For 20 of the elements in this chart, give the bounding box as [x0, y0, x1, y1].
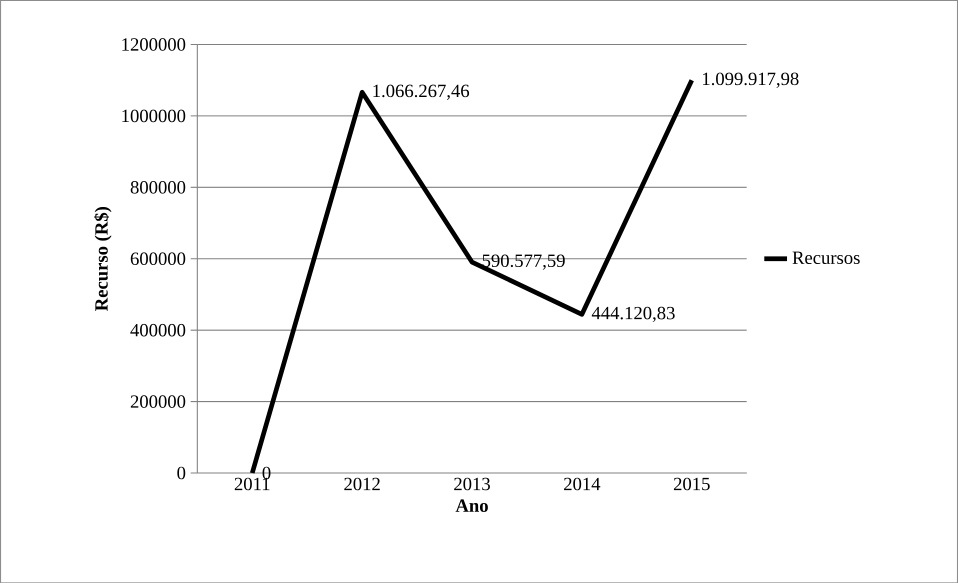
- data-label: 590.577,59: [482, 254, 565, 270]
- x-tick-label: 2012: [344, 477, 380, 490]
- legend-label: Recursos: [792, 251, 860, 264]
- x-tick-label: 2014: [564, 477, 600, 490]
- x-tick-label: 2011: [234, 477, 270, 490]
- x-tick-label: 2013: [454, 477, 490, 490]
- y-tick-label: 1200000: [122, 38, 186, 51]
- x-tick-label: 2015: [674, 477, 710, 490]
- x-axis-title: Ano: [456, 499, 488, 512]
- data-label: 0: [262, 466, 270, 480]
- y-tick-label: 600000: [130, 252, 186, 265]
- y-tick-label: 200000: [130, 395, 186, 408]
- y-tick-label: 800000: [130, 180, 186, 194]
- y-tick-label: 400000: [130, 324, 186, 336]
- y-axis-title: Recurso (R$): [94, 206, 112, 311]
- y-tick-label: 0: [177, 466, 186, 480]
- y-tick-label: 1000000: [122, 109, 186, 122]
- data-label: 444.120,83: [592, 306, 675, 322]
- data-label: 1.099.917,98: [702, 72, 799, 88]
- data-label: 1.066.267,46: [373, 84, 470, 100]
